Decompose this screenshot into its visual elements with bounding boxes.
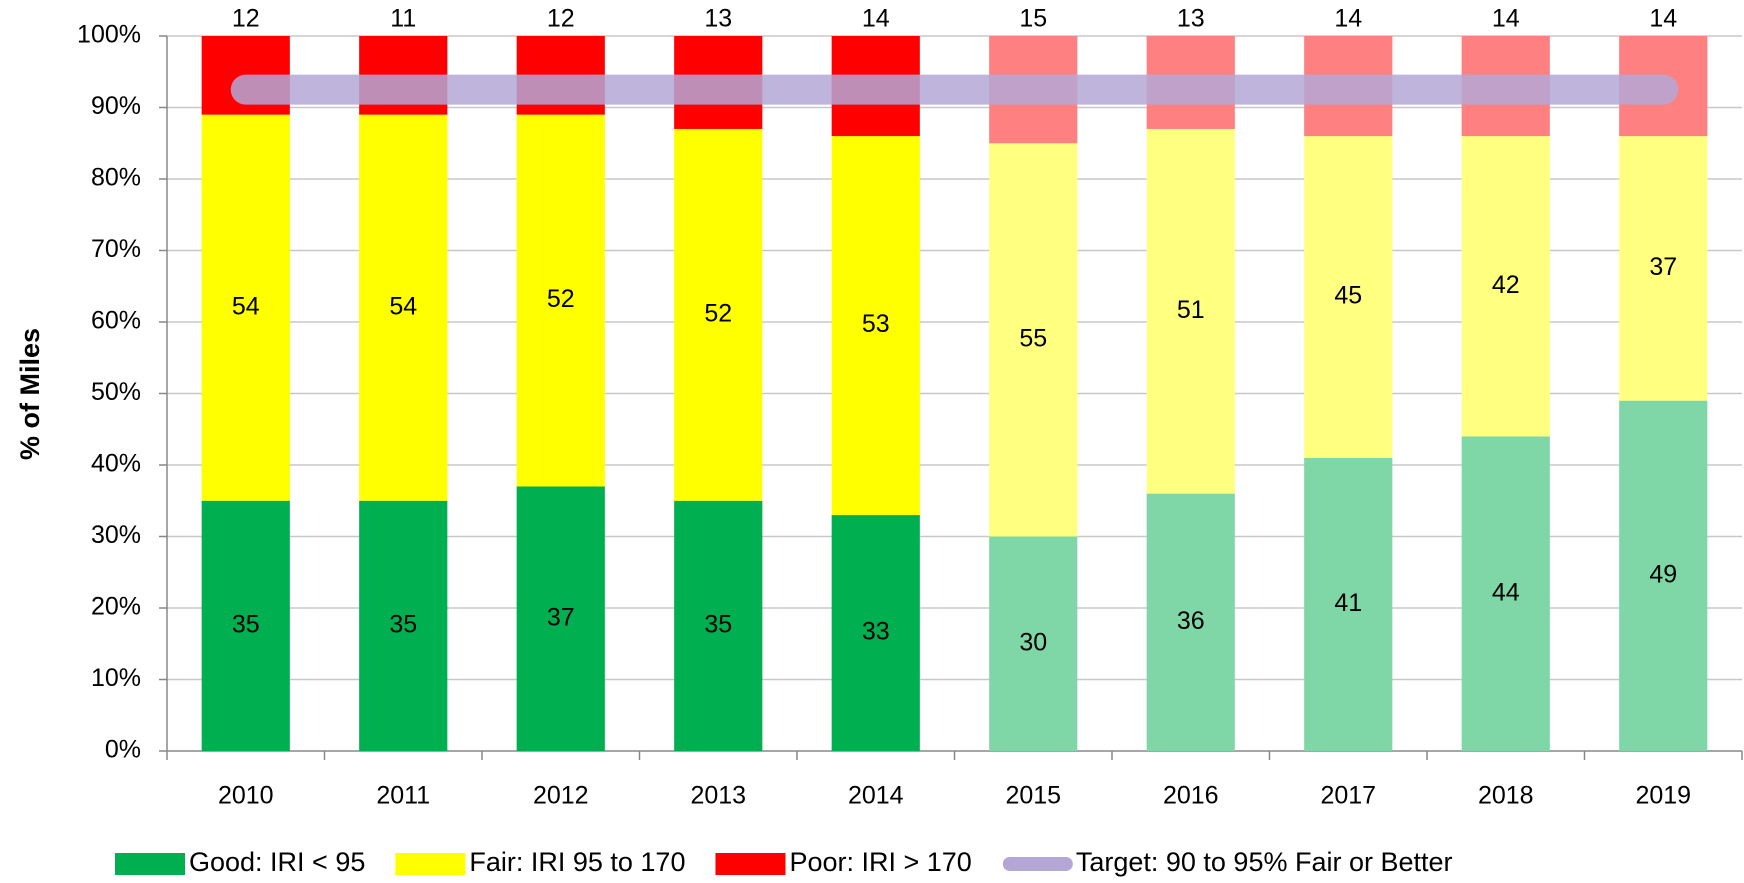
data-label: 14 bbox=[1334, 5, 1362, 33]
bar-segment bbox=[831, 515, 920, 751]
data-label: 12 bbox=[232, 5, 260, 33]
bar-segment bbox=[359, 114, 448, 501]
x-tick-label: 2010 bbox=[218, 782, 274, 810]
data-label: 35 bbox=[232, 610, 260, 638]
bar-segment bbox=[674, 128, 763, 501]
legend-swatch bbox=[395, 853, 466, 875]
bar-segment bbox=[1619, 136, 1708, 401]
data-label: 41 bbox=[1334, 589, 1362, 617]
legend-swatch bbox=[715, 853, 786, 875]
legend-label: Target: 90 to 95% Fair or Better bbox=[1076, 847, 1453, 877]
y-tick-label: 30% bbox=[91, 521, 141, 549]
y-tick-label: 10% bbox=[91, 664, 141, 692]
y-tick-label: 50% bbox=[91, 378, 141, 406]
y-tick-label: 90% bbox=[91, 92, 141, 120]
x-tick-label: 2019 bbox=[1635, 782, 1691, 810]
data-label: 45 bbox=[1334, 282, 1362, 310]
y-tick-label: 100% bbox=[77, 21, 141, 49]
data-label: 13 bbox=[704, 5, 732, 33]
bar-segment bbox=[989, 536, 1078, 751]
y-tick-label: 80% bbox=[91, 164, 141, 192]
legend-label: Good: IRI < 95 bbox=[189, 847, 365, 877]
data-label: 30 bbox=[1019, 628, 1047, 656]
data-label: 49 bbox=[1649, 560, 1677, 588]
y-tick-label: 60% bbox=[91, 307, 141, 335]
data-label: 52 bbox=[704, 299, 732, 327]
data-label: 12 bbox=[547, 5, 575, 33]
y-tick-label: 0% bbox=[105, 736, 141, 764]
data-label: 55 bbox=[1019, 324, 1047, 352]
bar-segment bbox=[1461, 436, 1550, 751]
x-tick-label: 2018 bbox=[1478, 782, 1534, 810]
bar-segment bbox=[1619, 400, 1708, 751]
data-label: 14 bbox=[1649, 5, 1677, 33]
x-tick-label: 2016 bbox=[1163, 782, 1219, 810]
bar-segment bbox=[1146, 493, 1235, 751]
data-label: 14 bbox=[862, 5, 890, 33]
x-tick-label: 2013 bbox=[690, 782, 746, 810]
data-label: 54 bbox=[232, 292, 260, 320]
bar-segment bbox=[674, 500, 763, 751]
data-label: 37 bbox=[547, 603, 575, 631]
bar-segment bbox=[516, 114, 605, 487]
data-label: 36 bbox=[1177, 607, 1205, 635]
data-label: 42 bbox=[1492, 271, 1520, 299]
data-label: 53 bbox=[862, 310, 890, 338]
x-tick-label: 2014 bbox=[848, 782, 904, 810]
data-label: 14 bbox=[1492, 5, 1520, 33]
bar-segment bbox=[1304, 457, 1393, 751]
data-label: 35 bbox=[704, 610, 732, 638]
data-label: 33 bbox=[862, 618, 890, 646]
data-label: 52 bbox=[547, 285, 575, 313]
data-label: 13 bbox=[1177, 5, 1205, 33]
legend-label: Fair: IRI 95 to 170 bbox=[469, 847, 685, 877]
data-label: 54 bbox=[389, 292, 417, 320]
bar-segment bbox=[359, 500, 448, 751]
y-tick-label: 20% bbox=[91, 593, 141, 621]
bar-segment bbox=[1146, 128, 1235, 494]
data-label: 51 bbox=[1177, 296, 1205, 324]
bar-segment bbox=[831, 136, 920, 516]
x-tick-label: 2017 bbox=[1320, 782, 1376, 810]
x-tick-label: 2015 bbox=[1005, 782, 1061, 810]
y-tick-label: 40% bbox=[91, 450, 141, 478]
x-tick-label: 2011 bbox=[376, 782, 430, 810]
data-label: 35 bbox=[389, 610, 417, 638]
bar-segment bbox=[516, 486, 605, 751]
data-label: 15 bbox=[1019, 5, 1047, 33]
x-tick-label: 2012 bbox=[533, 782, 589, 810]
data-label: 44 bbox=[1492, 578, 1520, 606]
data-label: 37 bbox=[1649, 253, 1677, 281]
data-label: 11 bbox=[390, 5, 416, 33]
bar-segment bbox=[1304, 136, 1393, 458]
y-axis-title: % of Miles bbox=[15, 328, 45, 460]
legend-label: Poor: IRI > 170 bbox=[789, 847, 971, 877]
bar-segment bbox=[1461, 136, 1550, 437]
bar-segment bbox=[201, 114, 290, 501]
bar-segment bbox=[201, 500, 290, 751]
legend-swatch bbox=[115, 853, 185, 875]
bar-segment bbox=[989, 143, 1078, 537]
y-tick-label: 70% bbox=[91, 235, 141, 263]
